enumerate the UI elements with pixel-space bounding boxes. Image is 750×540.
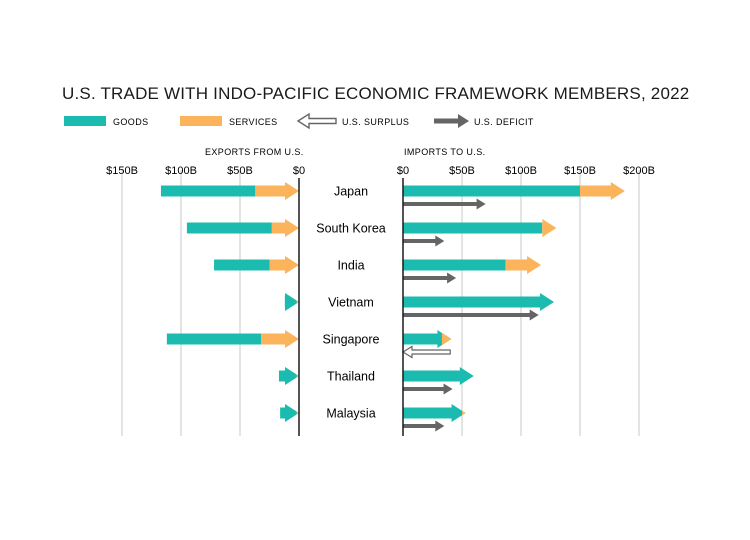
services-import-bar — [505, 256, 542, 274]
legend-goods-swatch — [64, 116, 106, 126]
goods-import-bar — [403, 185, 580, 197]
services-export-bar — [261, 330, 299, 348]
services-import-bar — [580, 182, 625, 200]
goods-export-bar — [186, 222, 272, 234]
services-import-bar — [462, 410, 466, 416]
tick-labels: $150B $100B $50B $0 $0 $50B $100B $150B $200B — [106, 165, 655, 177]
gridlines — [121, 170, 640, 436]
deficit-arrow — [403, 235, 445, 247]
services-export-bar — [271, 219, 299, 237]
export-tick-label: $50B — [227, 165, 253, 177]
country-label: India — [337, 259, 364, 273]
legend-goods-label: GOODS — [113, 117, 149, 127]
goods-import-bar — [403, 222, 543, 234]
legend-deficit-label: U.S. DEFICIT — [474, 117, 534, 127]
services-import-bar — [441, 332, 452, 346]
goods-import-bar — [403, 330, 452, 348]
surplus-arrow — [401, 345, 451, 359]
services-export-bar — [255, 182, 299, 200]
country-labels: Japan South Korea India Vietnam Singapore Tha… — [316, 185, 386, 421]
deficit-arrow — [403, 383, 453, 395]
services-export-bar — [269, 256, 299, 274]
export-tick-label: $0 — [293, 165, 305, 177]
import-tick-label: $150B — [564, 165, 596, 177]
country-label: South Korea — [316, 222, 386, 236]
axes — [298, 178, 404, 436]
legend-surplus-arrow-icon — [296, 112, 337, 130]
import-tick-label: $200B — [623, 165, 655, 177]
country-label: Japan — [334, 185, 368, 199]
import-tick-label: $0 — [397, 165, 409, 177]
services-export-bar — [296, 300, 299, 304]
exports-header: EXPORTS FROM U.S. — [205, 147, 304, 157]
export-tick-label: $150B — [106, 165, 138, 177]
goods-import-bar — [403, 367, 474, 385]
goods-import-bar — [403, 404, 466, 422]
goods-export-bar — [160, 185, 256, 197]
goods-export-bar — [284, 293, 299, 311]
legend-services-swatch — [180, 116, 222, 126]
goods-import-bar — [403, 293, 555, 311]
import-tick-label: $50B — [449, 165, 475, 177]
chart-title: U.S. TRADE WITH INDO-PACIFIC ECONOMIC FR… — [62, 84, 690, 103]
country-label: Singapore — [323, 333, 380, 347]
services-export-bar — [296, 411, 299, 415]
goods-export-bar — [166, 333, 262, 345]
import-tick-label: $100B — [505, 165, 537, 177]
country-label: Vietnam — [328, 296, 374, 310]
deficit-arrow — [403, 272, 457, 284]
deficit-arrow — [403, 198, 486, 210]
deficit-arrow — [403, 309, 539, 321]
legend-surplus-label: U.S. SURPLUS — [342, 117, 409, 127]
export-tick-label: $100B — [165, 165, 197, 177]
bars — [160, 182, 625, 432]
imports-header: IMPORTS TO U.S. — [404, 147, 486, 157]
goods-import-bar — [403, 259, 506, 271]
deficit-arrow — [403, 420, 445, 432]
services-import-bar — [542, 219, 557, 237]
services-export-bar — [296, 374, 299, 378]
goods-export-bar — [214, 259, 270, 271]
legend-deficit-arrow-icon — [434, 114, 469, 128]
legend-services-label: SERVICES — [229, 117, 278, 127]
legend: GOODS SERVICES U.S. SURPLUS U.S. DEFICIT — [64, 112, 534, 130]
goods-export-bar — [280, 404, 299, 422]
country-label: Thailand — [327, 370, 375, 384]
goods-export-bar — [278, 367, 299, 385]
country-label: Malaysia — [326, 407, 375, 421]
